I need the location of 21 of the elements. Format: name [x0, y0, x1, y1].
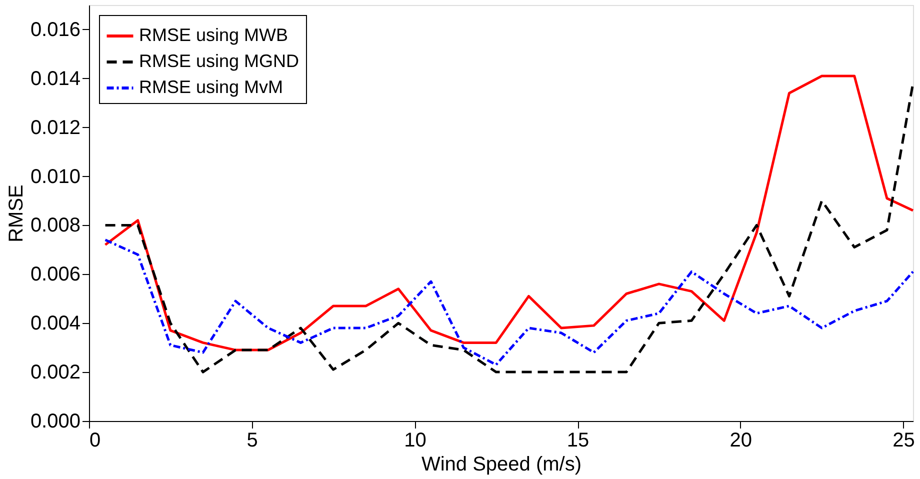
legend-label: RMSE using MGND	[139, 51, 300, 71]
y-axis-title: RMSE	[5, 184, 28, 242]
x-tick-label: 0	[90, 430, 101, 452]
legend-label: RMSE using MvM	[139, 77, 284, 97]
y-tick-label: 0.016	[30, 18, 80, 41]
y-tick-label: 0.014	[30, 68, 80, 90]
x-tick-label: 25	[892, 430, 915, 452]
x-tick-label: 5	[246, 430, 258, 452]
y-tick-label: 0.006	[30, 264, 80, 286]
legend-label: RMSE using MWB	[139, 25, 288, 45]
x-tick-label: 10	[404, 430, 426, 452]
y-tick-label: 0.010	[30, 166, 80, 188]
x-axis-title: Wind Speed (m/s)	[421, 454, 582, 476]
y-tick-label: 0.000	[30, 410, 80, 432]
y-tick-label: 0.008	[30, 214, 80, 237]
line-series	[104, 238, 914, 366]
y-tick-label: 0.002	[30, 362, 80, 384]
x-tick-label: 20	[730, 430, 752, 452]
y-tick-label: 0.004	[30, 312, 80, 335]
y-tick-label: 0.012	[30, 116, 80, 139]
x-tick-label: 15	[566, 430, 590, 452]
